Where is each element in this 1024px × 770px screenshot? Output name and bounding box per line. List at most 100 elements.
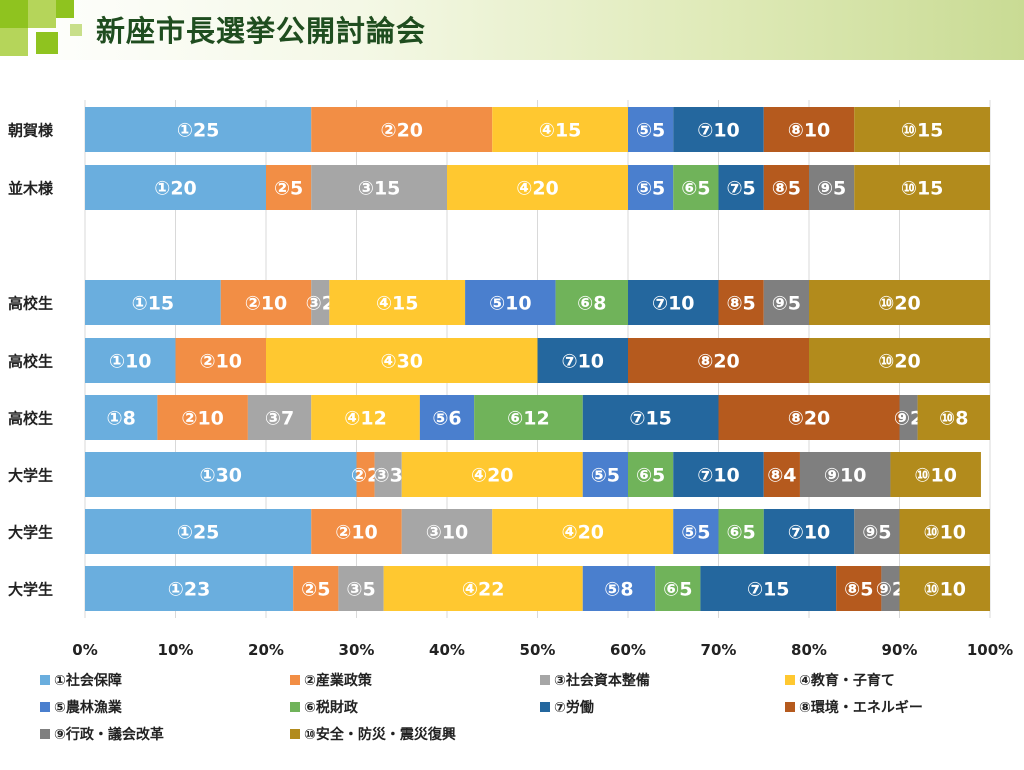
data-label: ④22 bbox=[462, 579, 505, 601]
data-label: ⑤6 bbox=[432, 408, 461, 430]
data-label: ④20 bbox=[516, 178, 559, 200]
bar-segment bbox=[311, 509, 402, 554]
page-title: 新座市長選挙公開討論会 bbox=[96, 14, 427, 48]
header-banner: 新座市長選挙公開討論会 bbox=[0, 0, 1024, 60]
x-tick-label: 20% bbox=[248, 641, 284, 659]
data-label: ⑤8 bbox=[604, 579, 633, 601]
bar-segment bbox=[718, 280, 764, 325]
data-label: ①25 bbox=[177, 522, 220, 544]
data-label: ④15 bbox=[539, 120, 582, 142]
bar-segment bbox=[799, 452, 891, 497]
legend: ①社会保障 ②産業政策 ③社会資本整備 ④教育・子育て ⑤農林漁業 ⑥税財政 ⑦労働 ⑧環境・… bbox=[40, 672, 923, 743]
bar-segment bbox=[492, 509, 674, 554]
bar-segment bbox=[917, 395, 990, 440]
data-label: ⑥5 bbox=[663, 579, 692, 601]
data-label: ⑤5 bbox=[591, 465, 620, 487]
bar-segment bbox=[85, 509, 312, 554]
legend-swatch bbox=[40, 702, 50, 712]
category-label: 大学生 bbox=[8, 524, 53, 542]
data-label: ⑤5 bbox=[636, 120, 665, 142]
data-label: ②2 bbox=[351, 465, 380, 487]
bar-segment bbox=[247, 395, 312, 440]
legend-swatch bbox=[40, 729, 50, 739]
data-label: ⑨2 bbox=[876, 579, 905, 601]
bar-segment bbox=[220, 280, 312, 325]
bar-segment bbox=[854, 107, 990, 152]
legend-swatch bbox=[40, 675, 50, 685]
data-label: ②10 bbox=[199, 351, 242, 373]
bar-segment bbox=[175, 338, 266, 383]
data-label: ⑩15 bbox=[901, 178, 944, 200]
legend-entry: ①社会保障 bbox=[54, 672, 122, 689]
data-label: ⑥12 bbox=[507, 408, 550, 430]
data-label: ⑩10 bbox=[923, 579, 966, 601]
data-label: ②5 bbox=[274, 178, 303, 200]
x-tick-label: 30% bbox=[339, 641, 375, 659]
data-label: ③2 bbox=[306, 293, 335, 315]
legend-swatch bbox=[290, 675, 300, 685]
bar-segment bbox=[673, 107, 764, 152]
logo-square bbox=[70, 24, 82, 36]
legend-entry: ⑤農林漁業 bbox=[54, 699, 123, 716]
x-axis-ticks: 0% 10% 20% 30% 40% 50% 60% 70% 80% 90% 100% bbox=[72, 641, 1013, 659]
bar-segment bbox=[809, 338, 990, 383]
logo-square bbox=[36, 32, 58, 54]
bar-segment bbox=[492, 107, 628, 152]
data-label: ④15 bbox=[376, 293, 419, 315]
data-label: ②20 bbox=[380, 120, 423, 142]
bar-segment bbox=[673, 509, 719, 554]
data-label: ②5 bbox=[301, 579, 330, 601]
bar-segment bbox=[85, 452, 357, 497]
bar-segment bbox=[383, 566, 583, 611]
legend-entry: ⑨行政・議会改革 bbox=[54, 726, 164, 743]
x-tick-label: 0% bbox=[72, 641, 97, 659]
data-label: ①25 bbox=[177, 120, 220, 142]
data-label: ①20 bbox=[154, 178, 197, 200]
bar-segment bbox=[854, 165, 990, 210]
data-label: ④30 bbox=[380, 351, 423, 373]
data-label: ⑤5 bbox=[681, 522, 710, 544]
data-label: ⑧10 bbox=[788, 120, 831, 142]
x-tick-label: 100% bbox=[967, 641, 1013, 659]
data-label: ⑧4 bbox=[767, 465, 796, 487]
bar-segment bbox=[356, 452, 375, 497]
bar-segment bbox=[474, 395, 583, 440]
data-label: ①10 bbox=[109, 351, 152, 373]
bar-segment bbox=[293, 566, 339, 611]
bar-segment bbox=[266, 165, 312, 210]
data-label: ⑦10 bbox=[561, 351, 604, 373]
logo-square bbox=[28, 0, 56, 28]
bar-segment bbox=[809, 280, 990, 325]
data-label: ⑦5 bbox=[726, 178, 755, 200]
data-label: ⑥5 bbox=[726, 522, 755, 544]
bar-segment bbox=[763, 280, 809, 325]
x-tick-label: 70% bbox=[701, 641, 737, 659]
data-label: ②10 bbox=[245, 293, 288, 315]
bar-segment bbox=[809, 165, 855, 210]
x-tick-label: 40% bbox=[429, 641, 465, 659]
data-label: ⑥5 bbox=[636, 465, 665, 487]
data-label: ⑤5 bbox=[636, 178, 665, 200]
category-label: 高校生 bbox=[8, 353, 53, 371]
data-label: ⑧5 bbox=[844, 579, 873, 601]
bar-segment bbox=[628, 165, 674, 210]
data-label: ⑩8 bbox=[939, 408, 968, 430]
legend-entry: ⑩安全・防災・震災復興 bbox=[304, 726, 456, 743]
data-label: ⑨5 bbox=[772, 293, 801, 315]
bar-segment bbox=[628, 107, 674, 152]
category-label: 並木様 bbox=[8, 180, 54, 198]
legend-swatch bbox=[540, 675, 550, 685]
bar-segment bbox=[311, 165, 447, 210]
bar-segment bbox=[718, 395, 900, 440]
x-tick-label: 90% bbox=[882, 641, 918, 659]
data-label: ⑥5 bbox=[681, 178, 710, 200]
data-label: ⑧5 bbox=[772, 178, 801, 200]
bar-segment bbox=[85, 107, 312, 152]
bar-segment bbox=[718, 509, 764, 554]
data-label: ①30 bbox=[199, 465, 242, 487]
legend-swatch bbox=[785, 675, 795, 685]
legend-entry: ②産業政策 bbox=[304, 672, 373, 689]
data-label: ⑦15 bbox=[629, 408, 672, 430]
